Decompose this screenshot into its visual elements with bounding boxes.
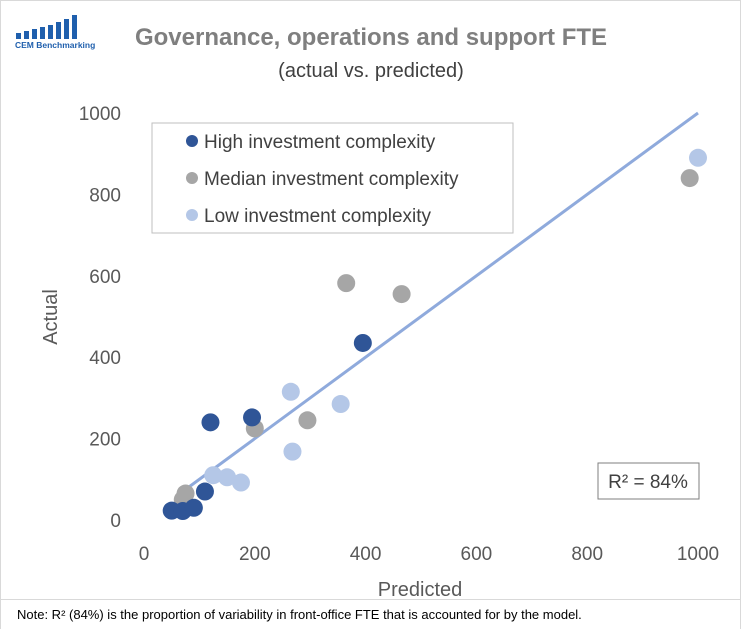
logo-bar [72, 15, 77, 39]
data-point-low [689, 148, 707, 167]
x-tick-label: 200 [239, 544, 271, 565]
trend-line-layer [181, 111, 699, 493]
data-point-high [184, 498, 203, 517]
y-tick-label: 400 [89, 348, 121, 369]
data-point-low [218, 468, 237, 487]
y-tick-label: 600 [89, 267, 121, 288]
logo-bar [32, 29, 37, 39]
logo-text: CEM Benchmarking [15, 40, 95, 50]
data-point-high [243, 408, 262, 427]
logo-bar [40, 27, 45, 39]
points-layer [162, 148, 707, 521]
legend-label-median: Median investment complexity [204, 169, 459, 190]
legend-marker-high [186, 135, 198, 147]
data-point-high [353, 333, 372, 352]
legend-marker-low [186, 209, 198, 221]
legend-label-high: High investment complexity [204, 132, 436, 153]
logo-bar [24, 31, 29, 39]
r-squared-box [597, 462, 700, 500]
legend-marker-median [186, 172, 198, 184]
data-point-low [231, 473, 250, 492]
footnote-text: Note: R² (84%) is the proportion of vari… [17, 607, 582, 622]
data-point-median [298, 411, 317, 430]
trend-line [181, 111, 699, 493]
logo-bar [56, 22, 61, 39]
data-point-low [204, 466, 223, 485]
x-tick-label: 1000 [677, 544, 719, 565]
x-tick-label: 600 [461, 544, 493, 565]
legend: High investment complexity Median invest… [151, 122, 514, 234]
logo-bar [48, 25, 53, 39]
data-point-low [283, 442, 302, 461]
data-point-median [337, 274, 356, 293]
data-point-low [331, 395, 350, 414]
cem-logo-icon [16, 15, 77, 39]
data-point-median [392, 285, 411, 304]
data-point-high [195, 482, 214, 501]
data-point-median [680, 169, 699, 188]
y-tick-label: 800 [89, 185, 121, 206]
chart-title: Governance, operations and support FTE [135, 24, 607, 51]
x-tick-label: 0 [139, 544, 150, 565]
x-tick-label: 400 [350, 544, 382, 565]
y-axis-label: Actual [40, 289, 62, 345]
y-tick-label: 0 [110, 511, 121, 532]
logo-bar [64, 19, 69, 39]
chart-subtitle: (actual vs. predicted) [278, 60, 464, 82]
x-axis-label: Predicted [378, 579, 463, 601]
r-squared-label: R² = 84% [608, 472, 688, 493]
data-point-low [281, 382, 300, 401]
data-point-median [176, 484, 195, 503]
r-squared-annotation: R² = 84% [597, 462, 700, 500]
legend-box [151, 122, 514, 234]
logo-bar [16, 33, 21, 39]
y-tick-label: 200 [89, 430, 121, 451]
x-tick-label: 800 [571, 544, 603, 565]
axis-ticks: 0 200 400 600 800 1000 0 200 400 600 800 1000 [79, 104, 719, 565]
footnote-bar: Note: R² (84%) is the proportion of vari… [1, 599, 740, 629]
data-point-high [201, 413, 220, 432]
y-tick-label: 1000 [79, 104, 121, 125]
legend-label-low: Low investment complexity [204, 206, 432, 227]
